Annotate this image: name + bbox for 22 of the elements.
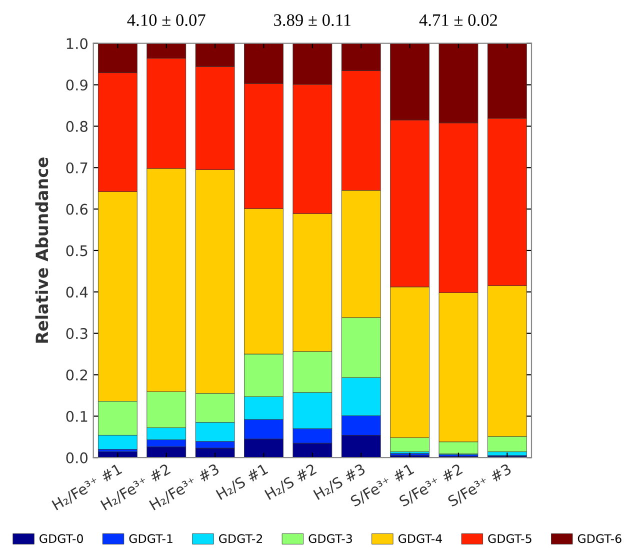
annotation: 4.10 ± 0.07 [127,14,206,26]
y-tick-label: 0.5 [66,245,88,256]
y-tick-label: 1.0 [66,38,88,50]
legend-label: GDGT-3 [308,534,352,544]
y-tick-label: 0.8 [66,120,88,132]
y-tick-label: 0.0 [66,452,88,464]
y-tick-label: 0.4 [66,286,88,298]
legend-label: GDGT-2 [218,534,262,544]
annotation: 4.71 ± 0.02 [419,14,497,26]
y-tick-label: 0.1 [66,410,88,422]
legend-label: GDGT-4 [398,534,442,544]
legend-label: GDGT-1 [129,534,172,544]
legend-label: GDGT-5 [488,534,532,544]
y-tick-label: 0.9 [66,80,88,91]
y-tick-label: 0.2 [66,369,88,380]
legend-label: GDGT-6 [578,534,622,544]
legend-label: GDGT-0 [40,534,83,544]
y-tick-label: 0.3 [66,328,88,340]
y-tick-label: 0.6 [66,204,88,215]
y-axis-title: Relative Abundance [35,158,48,343]
annotation: 3.89 ± 0.11 [274,14,351,26]
y-tick-label: 0.7 [66,162,88,174]
